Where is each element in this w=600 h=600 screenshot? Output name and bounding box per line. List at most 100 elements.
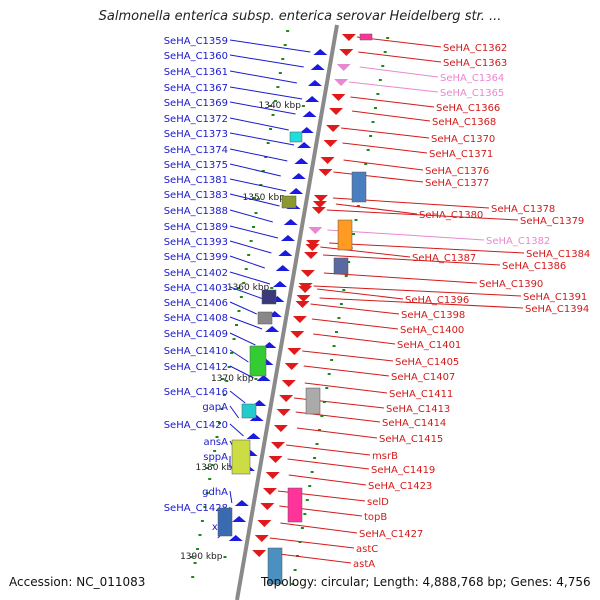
gene-block-reverse bbox=[333, 257, 349, 275]
gene-connector-right bbox=[350, 96, 435, 108]
side-tick bbox=[342, 289, 346, 291]
gene-label-left: SeHA_C1420 bbox=[164, 420, 228, 431]
side-tick bbox=[300, 527, 304, 529]
gene-connector-right bbox=[296, 427, 378, 439]
gene-block-reverse bbox=[267, 547, 283, 585]
gene-label-left: SeHA_C1389 bbox=[164, 222, 228, 233]
gene-connector-right bbox=[285, 444, 371, 456]
gene-connector-left bbox=[229, 193, 280, 207]
gene-arrow-forward bbox=[272, 281, 287, 287]
gene-arrow-reverse bbox=[260, 503, 275, 510]
gene-label-left: SeHA_C1399 bbox=[164, 252, 228, 263]
gene-connector-right bbox=[302, 350, 394, 362]
gene-connector-left bbox=[229, 490, 233, 504]
gene-label-left: SeHA_C1372 bbox=[164, 114, 228, 125]
gene-arrow-reverse bbox=[262, 488, 277, 495]
gene-label-right: SeHA_C1419 bbox=[371, 465, 435, 476]
gene-arrow-forward bbox=[291, 173, 306, 179]
side-tick bbox=[252, 226, 256, 228]
gene-arrow-reverse bbox=[257, 520, 272, 527]
scale-label: 1390 kbp bbox=[180, 552, 223, 562]
side-tick bbox=[261, 170, 265, 172]
gene-connector-right bbox=[343, 159, 424, 171]
gene-connector-left bbox=[229, 225, 279, 239]
gene-label-left: SeHA_C1406 bbox=[164, 298, 228, 309]
gene-arrow-reverse bbox=[270, 442, 285, 449]
gene-arrow-reverse bbox=[305, 244, 320, 251]
gene-connector-right bbox=[358, 51, 442, 63]
gene-label-right: SeHA_C1365 bbox=[440, 88, 504, 99]
gene-connector-left bbox=[229, 39, 311, 53]
gene-arrow-reverse bbox=[326, 125, 341, 132]
gene-label-left: SeHA_C1408 bbox=[164, 313, 228, 324]
side-tick bbox=[366, 149, 370, 151]
gene-connector-right bbox=[351, 110, 431, 122]
side-tick bbox=[256, 198, 260, 200]
gene-block-forward bbox=[249, 345, 267, 377]
gene-connector-right bbox=[310, 303, 400, 315]
side-tick bbox=[305, 499, 309, 501]
gene-connector-right bbox=[342, 142, 428, 154]
gene-connector-right bbox=[323, 272, 478, 284]
side-tick bbox=[378, 79, 382, 81]
scale-label: 1360 kbp bbox=[227, 283, 270, 293]
gene-label-right: SeHA_C1407 bbox=[391, 372, 455, 383]
gene-connector-right bbox=[313, 333, 396, 345]
gene-label-right: SeHA_C1414 bbox=[382, 418, 446, 429]
side-tick bbox=[315, 443, 319, 445]
gene-connector-right bbox=[317, 288, 404, 300]
side-tick bbox=[213, 450, 217, 452]
scale-label: 1340 kbp bbox=[259, 101, 302, 111]
side-tick bbox=[344, 275, 348, 277]
gene-label-right: SeHA_C1376 bbox=[425, 166, 489, 177]
side-tick bbox=[266, 142, 270, 144]
side-tick bbox=[276, 86, 280, 88]
gene-label-right: SeHA_C1387 bbox=[412, 253, 476, 264]
gene-arrow-reverse bbox=[323, 140, 338, 147]
gene-arrow-forward bbox=[294, 158, 309, 164]
gene-connector-right bbox=[303, 365, 390, 377]
gene-label-left: SeHA_C1409 bbox=[164, 329, 228, 340]
side-tick bbox=[303, 513, 307, 515]
accession-label: Accession: NC_011083 bbox=[9, 575, 146, 589]
gene-label-right: SeHA_C1415 bbox=[379, 434, 443, 445]
gene-connector-left bbox=[229, 54, 304, 68]
gene-connector-left bbox=[229, 301, 257, 315]
gene-block-reverse bbox=[305, 387, 321, 415]
gene-label-right: SeHA_C1370 bbox=[431, 134, 495, 145]
gene-label-right: msrB bbox=[372, 451, 398, 462]
gene-arrow-reverse bbox=[313, 195, 328, 202]
gene-label-right: SeHA_C1382 bbox=[486, 236, 550, 247]
gene-arrow-reverse bbox=[254, 535, 269, 542]
gene-label-left: SeHA_C1359 bbox=[164, 36, 228, 47]
side-tick bbox=[193, 562, 197, 564]
gene-label-right: topB bbox=[364, 512, 387, 523]
gene-label-right: SeHA_C1405 bbox=[395, 357, 459, 368]
side-tick bbox=[371, 121, 375, 123]
gene-block-reverse bbox=[351, 171, 367, 203]
gene-connector-left bbox=[229, 332, 256, 346]
gene-arrow-reverse bbox=[284, 363, 299, 370]
side-tick bbox=[291, 583, 295, 585]
side-tick bbox=[259, 184, 263, 186]
side-tick bbox=[369, 135, 373, 137]
side-tick bbox=[364, 163, 368, 165]
gene-label-right: SeHA_C1398 bbox=[401, 310, 465, 321]
gene-arrow-forward bbox=[289, 188, 304, 194]
gene-connector-right bbox=[304, 382, 388, 394]
gene-label-right: SeHA_C1378 bbox=[491, 204, 555, 215]
gene-connector-left bbox=[229, 132, 295, 146]
gene-arrow-forward bbox=[299, 127, 314, 133]
gene-label-right: SeHA_C1371 bbox=[429, 149, 493, 160]
gene-arrow-forward bbox=[280, 235, 295, 241]
gene-label-left: gapA bbox=[202, 402, 228, 413]
side-tick bbox=[308, 485, 312, 487]
side-tick bbox=[244, 268, 248, 270]
gene-label-right: SeHA_C1411 bbox=[389, 389, 453, 400]
side-tick bbox=[383, 51, 387, 53]
side-tick bbox=[376, 93, 380, 95]
gene-label-left: SeHA_C1375 bbox=[164, 160, 228, 171]
side-tick bbox=[283, 44, 287, 46]
side-tick bbox=[352, 233, 356, 235]
gene-connector-right bbox=[280, 522, 358, 534]
